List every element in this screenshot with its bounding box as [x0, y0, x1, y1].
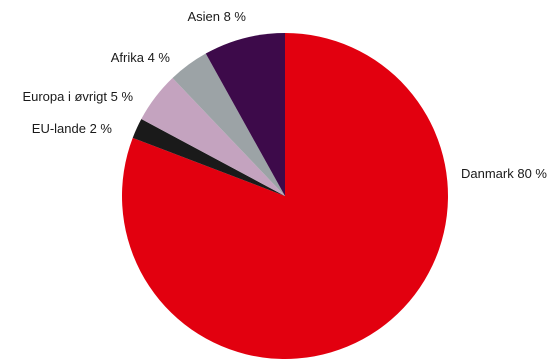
- pie-slice-3: [172, 53, 285, 197]
- pie-slice-4: [205, 33, 285, 196]
- slice-label-1: EU-lande 2 %: [32, 121, 113, 136]
- slice-label-4: Asien 8 %: [187, 9, 246, 24]
- slice-label-0: Danmark 80 %: [461, 166, 547, 181]
- pie-slices: [121, 33, 448, 359]
- pie-slice-2: [141, 78, 285, 196]
- pie-slice-0: [121, 33, 448, 359]
- slice-label-3: Afrika 4 %: [111, 50, 171, 65]
- pie-slice-1: [132, 119, 285, 196]
- slice-label-2: Europa i øvrigt 5 %: [22, 89, 133, 104]
- pie-labels: Danmark 80 % EU-lande 2 % Europa i øvrigt …: [22, 9, 547, 181]
